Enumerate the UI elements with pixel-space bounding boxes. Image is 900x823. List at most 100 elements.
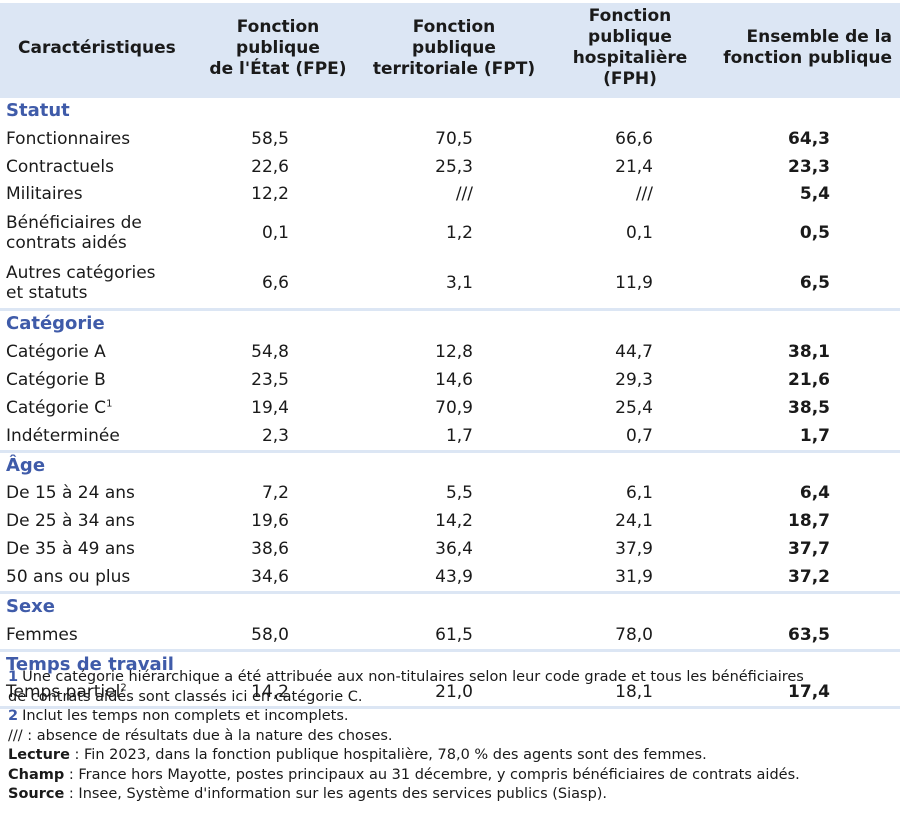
- value-fpt: 14,6: [435, 370, 473, 391]
- row-label: Fonctionnaires: [6, 128, 131, 149]
- section-header: Sexe: [0, 590, 900, 621]
- value-fpe: 23,5: [251, 370, 289, 391]
- value-fpe: 19,6: [251, 511, 289, 532]
- value-fph: 21,4: [615, 156, 653, 177]
- lecture-note: Lecture : Fin 2023, dans la fonction pub…: [8, 747, 707, 763]
- table-row: Bénéficiaires de contrats aidés 0,1 1,2 0,1 0…: [0, 208, 900, 258]
- value-fpt: 1,7: [445, 425, 473, 446]
- footnotes: 1 Une catégorie hiérarchique a été attrib…: [8, 668, 888, 805]
- champ-note: Champ : France hors Mayotte, postes prin…: [8, 766, 800, 783]
- table-row: Temps partiel2 14,2 21,0 18,1 17,4: [0, 678, 900, 710]
- section-title: Catégorie: [0, 308, 900, 339]
- data-table: Caractéristiques Fonction publique de l'É…: [0, 3, 900, 710]
- section-title: Statut: [0, 95, 900, 125]
- value-fpt: 25,3: [435, 156, 473, 177]
- row-label: 50 ans ou plus: [6, 566, 131, 587]
- table-row: Catégorie B 23,5 14,6 29,3 21,6: [0, 366, 900, 394]
- value-ensemble: 5,4: [799, 184, 830, 205]
- value-fph: 18,1: [542, 678, 718, 710]
- value-fpt: 14,2: [435, 511, 473, 532]
- header-fph: Fonction publique hospitalière (FPH): [542, 3, 718, 97]
- value-fpe: 6,6: [261, 273, 289, 294]
- value-fpe: 58,5: [251, 128, 289, 149]
- value-fpe: 54,8: [251, 342, 289, 363]
- section-header: Temps de travail: [0, 648, 900, 679]
- table-row: Militaires 12,2 /// /// 5,4: [0, 181, 900, 209]
- footnote-ref: 1: [106, 398, 113, 410]
- table-row: Contractuels 22,6 25,3 21,4 23,3: [0, 153, 900, 181]
- value-fpt: 5,5: [445, 483, 473, 504]
- value-fpe: 0,1: [261, 223, 289, 244]
- value-fpt: ///: [455, 184, 473, 205]
- table-row: Fonctionnaires 58,5 70,5 66,6 64,3: [0, 125, 900, 153]
- value-ensemble: 17,4: [718, 678, 900, 710]
- table-row: De 35 à 49 ans 38,6 36,4 37,9 37,7: [0, 535, 900, 563]
- table-row: Catégorie C1 19,4 70,9 25,4 38,5: [0, 394, 900, 422]
- row-label: Autres catégories et statuts: [6, 263, 156, 304]
- value-fpt: 61,5: [435, 624, 473, 645]
- table-row: De 15 à 24 ans 7,2 5,5 6,1 6,4: [0, 480, 900, 508]
- value-fpt: 1,2: [445, 223, 473, 244]
- value-ensemble: 21,6: [788, 370, 830, 391]
- table-row: Indéterminée 2,3 1,7 0,7 1,7: [0, 422, 900, 451]
- value-ensemble: 0,5: [799, 223, 830, 244]
- value-ensemble: 37,2: [788, 566, 830, 587]
- section-title: Âge: [0, 449, 900, 480]
- row-label: Militaires: [6, 184, 83, 205]
- row-label: Temps partiel2: [0, 678, 190, 710]
- value-fph: 25,4: [615, 397, 653, 418]
- value-fph: 24,1: [615, 511, 653, 532]
- footnote-ref: 2: [120, 682, 127, 694]
- value-ensemble: 23,3: [788, 156, 830, 177]
- value-fph: 0,7: [625, 425, 653, 446]
- value-fph: 78,0: [615, 624, 653, 645]
- row-label: Catégorie B: [6, 370, 106, 391]
- source-note: Source : Insee, Système d'information su…: [8, 786, 608, 802]
- table-row: Femmes 58,0 61,5 78,0 63,5: [0, 621, 900, 650]
- value-fpt: 3,1: [445, 273, 473, 294]
- section-title: Temps de travail: [0, 648, 900, 679]
- value-ensemble: 37,7: [788, 539, 830, 560]
- row-label: De 25 à 34 ans: [6, 511, 135, 532]
- value-fph: 11,9: [615, 273, 653, 294]
- value-fpe: 12,2: [251, 184, 289, 205]
- value-ensemble: 63,5: [788, 624, 830, 645]
- row-label: De 35 à 49 ans: [6, 539, 135, 560]
- table-header: Caractéristiques Fonction publique de l'É…: [0, 3, 900, 97]
- value-fph: 29,3: [615, 370, 653, 391]
- absence-note: /// : absence de résultats due à la natu…: [8, 727, 393, 744]
- header-fpt: Fonction publique territoriale (FPT): [366, 3, 542, 97]
- value-ensemble: 38,5: [788, 397, 830, 418]
- value-ensemble: 6,4: [799, 483, 830, 504]
- table-row: Catégorie A 54,8 12,8 44,7 38,1: [0, 338, 900, 366]
- value-fpe: 34,6: [251, 566, 289, 587]
- value-ensemble: 38,1: [788, 342, 830, 363]
- header-fpe: Fonction publique de l'État (FPE): [190, 3, 366, 97]
- value-ensemble: 1,7: [799, 425, 830, 446]
- section-header: Âge: [0, 449, 900, 480]
- table-row: 50 ans ou plus 34,6 43,9 31,9 37,2: [0, 563, 900, 592]
- value-fph: ///: [635, 184, 653, 205]
- value-fph: 0,1: [625, 223, 653, 244]
- table-row: Autres catégories et statuts 6,6 3,1 11,9 6,5: [0, 258, 900, 310]
- section-title: Sexe: [0, 590, 900, 621]
- value-fph: 44,7: [615, 342, 653, 363]
- section-header: Statut: [0, 95, 900, 125]
- value-fpe: 38,6: [251, 539, 289, 560]
- value-ensemble: 6,5: [799, 273, 830, 294]
- row-label: Bénéficiaires de contrats aidés: [6, 213, 142, 254]
- value-ensemble: 18,7: [788, 511, 830, 532]
- row-label: Indéterminée: [6, 425, 120, 446]
- value-fph: 6,1: [625, 483, 653, 504]
- header-caracteristiques: Caractéristiques: [0, 3, 190, 97]
- value-ensemble: 64,3: [788, 128, 830, 149]
- value-fpe: 7,2: [261, 483, 289, 504]
- footnote-1-cont: de contrats aidés sont classés ici en ca…: [8, 688, 363, 705]
- row-label: Catégorie A: [6, 342, 106, 363]
- value-fpt: 12,8: [435, 342, 473, 363]
- footnote-2: 2 Inclut les temps non complets et incomp…: [8, 708, 349, 724]
- value-fph: 37,9: [615, 539, 653, 560]
- row-label: De 15 à 24 ans: [6, 483, 135, 504]
- section-header: Catégorie: [0, 308, 900, 339]
